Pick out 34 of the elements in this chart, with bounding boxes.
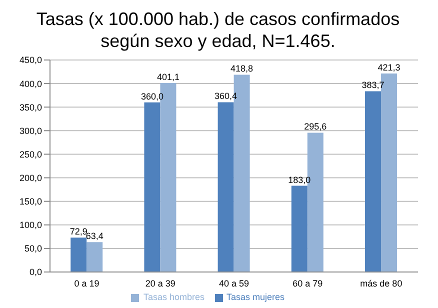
- data-label: 418,8: [230, 64, 254, 74]
- y-tick-label: 350,0: [19, 102, 42, 112]
- bar: [86, 242, 103, 272]
- y-tick-label: 100,0: [19, 220, 42, 230]
- data-label: 295,6: [304, 122, 327, 132]
- y-tick-label: 400,0: [19, 78, 42, 89]
- y-tick-label: 0,0: [29, 267, 42, 278]
- y-tick-label: 250,0: [19, 149, 42, 160]
- bar: [291, 186, 308, 272]
- chart-title: Tasas (x 100.000 hab.) de casos confirmados según sexo y edad, N=1.465.: [35, 8, 401, 52]
- y-tick-label: 200,0: [19, 172, 42, 183]
- data-label: 360,4: [214, 91, 238, 102]
- data-label: 401,1: [156, 72, 180, 82]
- bar: [144, 102, 160, 272]
- x-tick-label: 20 a 39: [145, 278, 176, 288]
- y-tick-label: 150,0: [19, 196, 42, 207]
- data-label: 183,0: [288, 174, 311, 185]
- data-label: 72,9: [70, 226, 88, 237]
- data-label: 383,7: [362, 80, 384, 90]
- x-tick-label: más de 80: [360, 278, 402, 288]
- legend-label: Tasas mujeres: [226, 292, 285, 302]
- bar: [365, 91, 382, 272]
- x-tick-label: 60 a 79: [292, 278, 323, 288]
- y-tick-label: 50,0: [24, 244, 42, 254]
- data-label: 360,0: [140, 91, 164, 102]
- data-label: 63,4: [86, 231, 104, 242]
- data-label: 421,3: [378, 62, 400, 73]
- x-tick-label: 40 a 59: [218, 278, 250, 288]
- bar: [218, 102, 234, 272]
- y-tick-label: 450,0: [19, 55, 42, 66]
- y-tick-label: 300,0: [19, 126, 42, 136]
- bar: [70, 238, 87, 272]
- x-tick-label: 0 a 19: [74, 278, 100, 288]
- legend-label: Tasas hombres: [143, 292, 204, 302]
